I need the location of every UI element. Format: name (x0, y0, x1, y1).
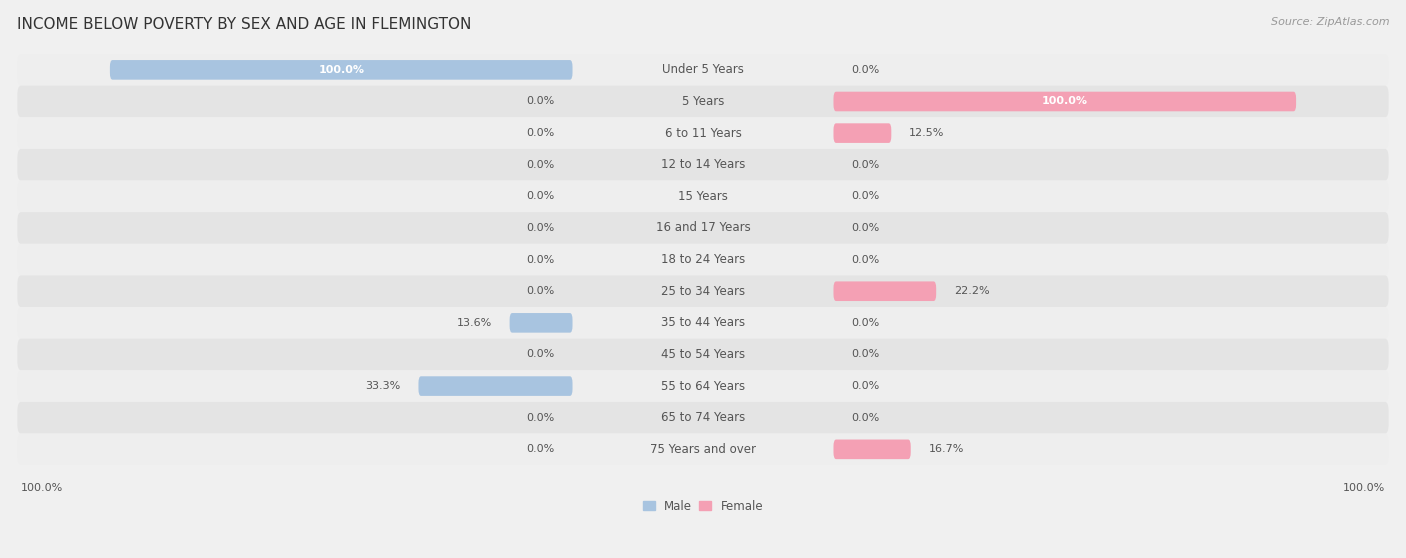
Text: 12.5%: 12.5% (910, 128, 945, 138)
Text: 0.0%: 0.0% (526, 254, 555, 264)
Text: 0.0%: 0.0% (851, 413, 880, 423)
FancyBboxPatch shape (509, 313, 572, 333)
FancyBboxPatch shape (17, 402, 1389, 434)
FancyBboxPatch shape (17, 181, 1389, 212)
FancyBboxPatch shape (17, 307, 1389, 339)
Legend: Male, Female: Male, Female (643, 499, 763, 513)
Text: 0.0%: 0.0% (526, 160, 555, 170)
Text: 16 and 17 Years: 16 and 17 Years (655, 222, 751, 234)
Text: 0.0%: 0.0% (851, 191, 880, 201)
Text: 0.0%: 0.0% (851, 65, 880, 75)
FancyBboxPatch shape (834, 123, 891, 143)
Text: INCOME BELOW POVERTY BY SEX AND AGE IN FLEMINGTON: INCOME BELOW POVERTY BY SEX AND AGE IN F… (17, 17, 471, 32)
Text: 13.6%: 13.6% (457, 318, 492, 328)
Text: 0.0%: 0.0% (526, 191, 555, 201)
FancyBboxPatch shape (17, 434, 1389, 465)
Text: 45 to 54 Years: 45 to 54 Years (661, 348, 745, 361)
FancyBboxPatch shape (17, 149, 1389, 181)
FancyBboxPatch shape (17, 371, 1389, 402)
Text: 0.0%: 0.0% (526, 97, 555, 107)
FancyBboxPatch shape (419, 376, 572, 396)
Text: 18 to 24 Years: 18 to 24 Years (661, 253, 745, 266)
FancyBboxPatch shape (17, 276, 1389, 307)
Text: 25 to 34 Years: 25 to 34 Years (661, 285, 745, 298)
Text: 0.0%: 0.0% (851, 254, 880, 264)
Text: 100.0%: 100.0% (1343, 483, 1385, 493)
FancyBboxPatch shape (834, 92, 1296, 111)
Text: 75 Years and over: 75 Years and over (650, 443, 756, 456)
FancyBboxPatch shape (17, 86, 1389, 117)
FancyBboxPatch shape (834, 440, 911, 459)
Text: 0.0%: 0.0% (851, 349, 880, 359)
Text: 0.0%: 0.0% (526, 413, 555, 423)
Text: 0.0%: 0.0% (851, 223, 880, 233)
Text: Under 5 Years: Under 5 Years (662, 64, 744, 76)
Text: 100.0%: 100.0% (318, 65, 364, 75)
Text: 100.0%: 100.0% (1042, 97, 1088, 107)
Text: 12 to 14 Years: 12 to 14 Years (661, 158, 745, 171)
Text: 35 to 44 Years: 35 to 44 Years (661, 316, 745, 329)
Text: 0.0%: 0.0% (851, 318, 880, 328)
Text: 5 Years: 5 Years (682, 95, 724, 108)
Text: 0.0%: 0.0% (526, 444, 555, 454)
Text: 22.2%: 22.2% (955, 286, 990, 296)
Text: 55 to 64 Years: 55 to 64 Years (661, 379, 745, 393)
FancyBboxPatch shape (17, 244, 1389, 276)
Text: Source: ZipAtlas.com: Source: ZipAtlas.com (1271, 17, 1389, 27)
Text: 0.0%: 0.0% (851, 160, 880, 170)
FancyBboxPatch shape (17, 117, 1389, 149)
FancyBboxPatch shape (17, 212, 1389, 244)
FancyBboxPatch shape (834, 281, 936, 301)
Text: 100.0%: 100.0% (21, 483, 63, 493)
Text: 0.0%: 0.0% (526, 223, 555, 233)
Text: 0.0%: 0.0% (851, 381, 880, 391)
FancyBboxPatch shape (17, 339, 1389, 371)
Text: 15 Years: 15 Years (678, 190, 728, 203)
Text: 0.0%: 0.0% (526, 128, 555, 138)
FancyBboxPatch shape (110, 60, 572, 80)
Text: 0.0%: 0.0% (526, 286, 555, 296)
Text: 16.7%: 16.7% (928, 444, 965, 454)
Text: 6 to 11 Years: 6 to 11 Years (665, 127, 741, 140)
FancyBboxPatch shape (17, 54, 1389, 86)
Text: 65 to 74 Years: 65 to 74 Years (661, 411, 745, 424)
Text: 0.0%: 0.0% (526, 349, 555, 359)
Text: 33.3%: 33.3% (366, 381, 401, 391)
